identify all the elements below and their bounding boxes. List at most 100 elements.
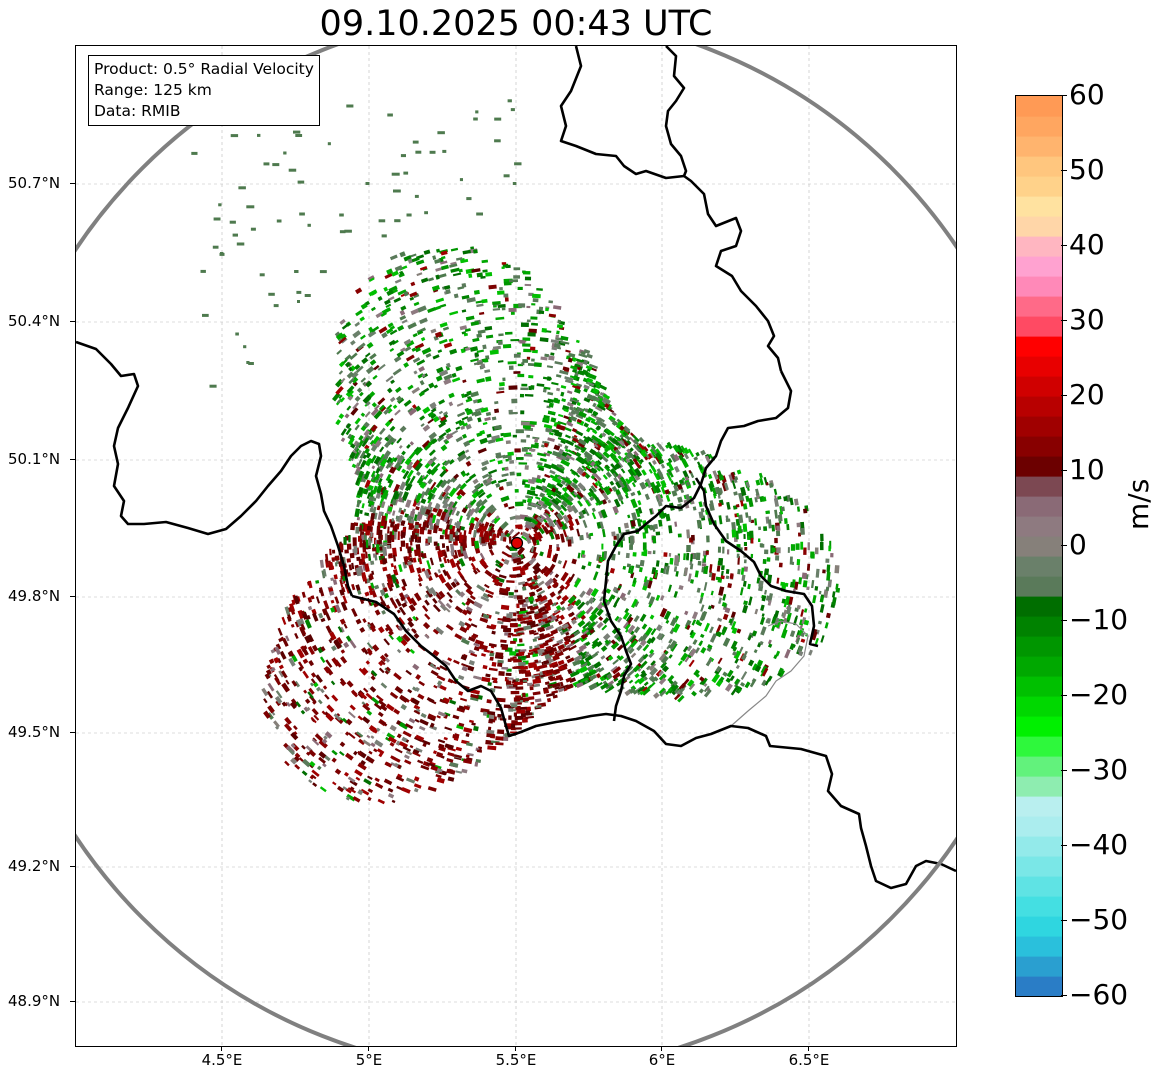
echo-gate <box>648 603 653 608</box>
echo-gate <box>371 465 376 470</box>
echo-gate <box>383 408 390 415</box>
echo-gate <box>490 650 494 654</box>
echo-gate <box>443 491 450 500</box>
echo-gate <box>636 644 643 652</box>
echo-gate <box>213 217 221 221</box>
echo-gate <box>614 435 621 442</box>
echo-gate <box>398 606 407 616</box>
echo-gate <box>594 465 599 470</box>
echo-gate <box>385 375 394 383</box>
echo-gate <box>285 635 290 642</box>
echo-gate <box>387 506 393 512</box>
echo-gate <box>436 366 444 374</box>
echo-gate <box>461 416 469 421</box>
echo-gate <box>547 450 553 455</box>
echo-gate <box>299 212 305 216</box>
echo-gate <box>396 437 402 444</box>
echo-gate <box>354 364 361 371</box>
colorbar-segment <box>1016 476 1062 497</box>
echo-gate <box>480 407 489 413</box>
echo-gate <box>765 482 769 486</box>
echo-gate <box>370 444 378 452</box>
echo-gate <box>631 512 638 521</box>
echo-gate <box>384 761 389 767</box>
echo-gate <box>439 665 448 672</box>
echo-gate <box>550 339 560 344</box>
echo-gate <box>632 664 641 673</box>
echo-gate <box>334 331 341 337</box>
echo-gate <box>460 575 468 584</box>
echo-gate <box>532 584 540 590</box>
echo-gate <box>387 736 397 744</box>
echo-gate <box>427 478 433 485</box>
echo-gate <box>740 671 748 680</box>
echo-gate <box>709 564 713 573</box>
echo-gate <box>686 552 690 561</box>
echo-gate <box>518 651 525 656</box>
echo-gate <box>424 599 430 606</box>
echo-gate <box>611 485 618 492</box>
echo-gate <box>658 652 667 662</box>
radar-map[interactable] <box>75 45 957 1047</box>
echo-gate <box>544 577 554 587</box>
echo-gate <box>497 340 503 345</box>
echo-gate <box>722 671 728 677</box>
echo-gate <box>597 510 604 519</box>
echo-gate <box>575 647 584 655</box>
echo-gate <box>593 661 602 669</box>
echo-gate <box>338 413 345 420</box>
echo-gate <box>630 498 638 509</box>
echo-gate <box>356 499 361 508</box>
echo-gate <box>700 507 705 513</box>
echo-gate <box>526 319 531 323</box>
echo-gate <box>577 619 586 628</box>
echo-gate <box>488 284 497 290</box>
echo-gate <box>775 650 781 657</box>
echo-gate <box>574 518 580 526</box>
echo-gate <box>568 524 574 531</box>
echo-gate <box>570 639 576 644</box>
echo-gate <box>564 448 569 453</box>
echo-gate <box>490 734 496 739</box>
echo-gate <box>319 786 327 793</box>
echo-gate <box>486 433 492 438</box>
echo-gate <box>328 639 333 644</box>
echo-gate <box>349 552 355 559</box>
echo-gate <box>632 689 639 695</box>
echo-gate <box>629 544 633 550</box>
echo-gate <box>585 499 591 507</box>
echo-gate <box>583 437 590 444</box>
echo-gate <box>395 395 403 403</box>
echo-gate <box>445 289 451 295</box>
echo-gate <box>565 484 575 493</box>
echo-gate <box>556 544 560 549</box>
echo-gate <box>484 569 493 578</box>
echo-gate <box>639 559 645 567</box>
echo-gate <box>517 702 522 705</box>
echo-gate <box>513 697 520 702</box>
echo-gate <box>544 417 550 422</box>
radar-site-marker[interactable] <box>510 536 524 550</box>
echo-gate <box>743 534 746 539</box>
echo-gate <box>663 566 667 574</box>
echo-gate <box>522 425 531 429</box>
echo-gate <box>420 336 426 342</box>
echo-gate <box>376 748 385 755</box>
echo-gate <box>686 624 691 630</box>
lat-tick <box>70 321 75 322</box>
echo-gate <box>533 526 539 532</box>
echo-gate <box>380 311 388 317</box>
echo-gate <box>458 690 464 696</box>
echo-gate <box>218 203 222 207</box>
echo-gate <box>516 595 523 600</box>
echo-gate <box>323 568 327 577</box>
echo-gate <box>405 669 412 676</box>
echo-gate <box>465 460 472 467</box>
echo-gate <box>375 467 381 474</box>
echo-gate <box>268 658 275 665</box>
echo-gate <box>513 371 521 374</box>
colorbar-segment <box>1016 836 1062 857</box>
echo-gate <box>474 540 480 549</box>
echo-gate <box>585 641 591 647</box>
echo-gate <box>409 291 418 298</box>
